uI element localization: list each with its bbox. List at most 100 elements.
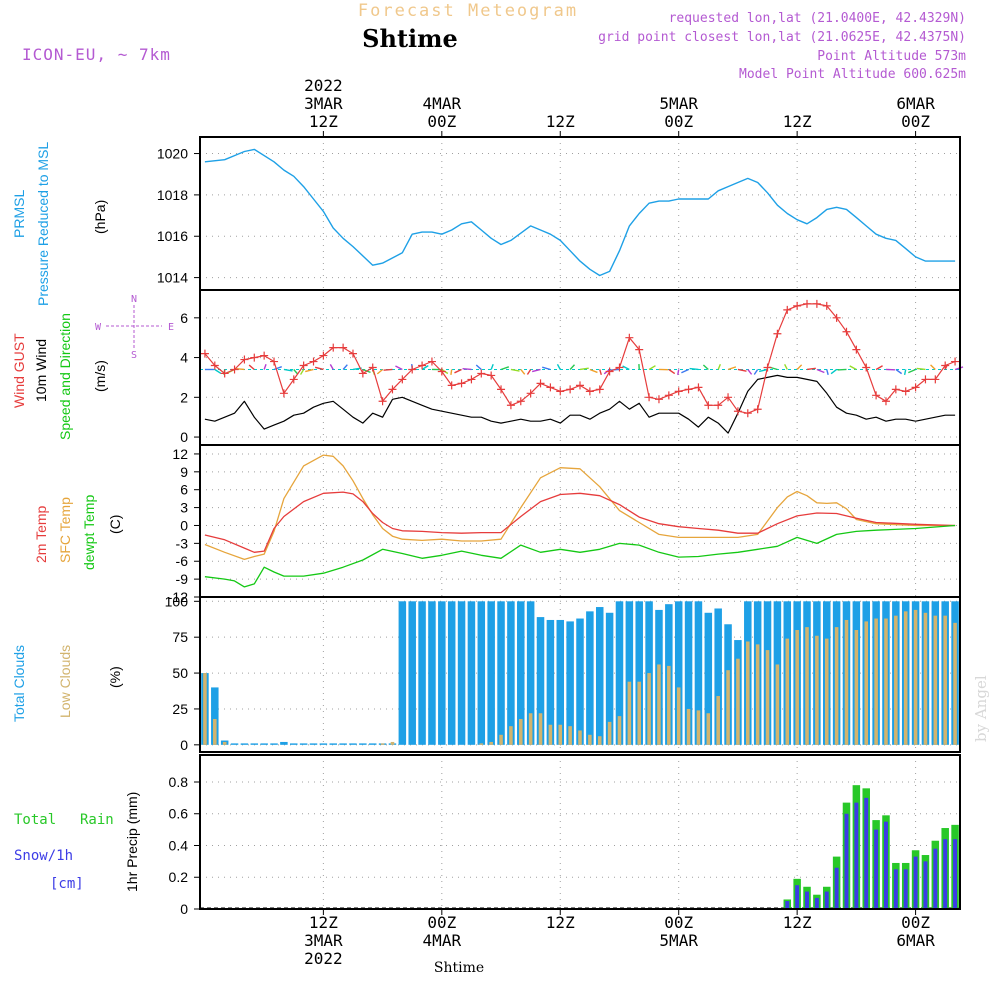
gust-marker bbox=[773, 329, 782, 338]
y-tick-label: 6 bbox=[180, 310, 188, 326]
low-cloud-bar bbox=[509, 726, 513, 745]
y-tick-label: 0 bbox=[180, 517, 188, 533]
low-cloud-bar bbox=[815, 635, 819, 745]
total-cloud-bar bbox=[546, 619, 555, 745]
wind-arrow bbox=[916, 367, 926, 371]
total-cloud-bar bbox=[566, 621, 574, 745]
gust-marker bbox=[951, 357, 960, 366]
wind-arrow bbox=[826, 369, 829, 375]
total-cloud-bar bbox=[250, 743, 259, 745]
gust-marker bbox=[467, 375, 476, 384]
total-cloud-bar bbox=[704, 612, 713, 745]
compass-w: W bbox=[95, 322, 102, 333]
top-time-label: 12Z bbox=[546, 112, 575, 131]
wind-arrow bbox=[273, 366, 282, 371]
panel-frame bbox=[199, 596, 961, 753]
total-cloud-bar bbox=[309, 743, 318, 745]
gust-marker bbox=[516, 397, 525, 406]
top-time-label: 2022 bbox=[304, 76, 343, 95]
gust-marker bbox=[566, 385, 575, 394]
y-tick-label: 0.2 bbox=[169, 869, 189, 885]
low-cloud-bar bbox=[203, 673, 207, 745]
gust-marker bbox=[418, 361, 427, 370]
gust-marker bbox=[447, 381, 456, 390]
low-cloud-bar bbox=[834, 627, 839, 745]
y-tick-label: 1016 bbox=[157, 228, 188, 244]
low-cloud-bar bbox=[864, 621, 869, 745]
snow-bar bbox=[923, 861, 928, 909]
wind-arrow bbox=[806, 367, 816, 371]
gust-marker bbox=[625, 333, 634, 342]
top-time-label: 00Z bbox=[901, 112, 930, 131]
wind-arrow bbox=[510, 368, 520, 372]
y-tick-label: 100 bbox=[165, 593, 189, 609]
wind-compass: N S W E bbox=[95, 294, 174, 361]
low-cloud-bar bbox=[874, 618, 878, 745]
wind-arrow bbox=[677, 369, 680, 375]
gust-marker bbox=[230, 365, 239, 374]
compass-s: S bbox=[131, 350, 137, 361]
wind-arrow bbox=[383, 368, 393, 371]
wind-arrow bbox=[737, 368, 747, 372]
gust-marker bbox=[536, 379, 545, 388]
temp-label-dewpt: dewpt Temp bbox=[81, 495, 97, 570]
wind-arrow bbox=[542, 366, 551, 371]
low-cloud-bar bbox=[844, 619, 849, 745]
wind-arrow bbox=[556, 364, 561, 370]
gust-marker bbox=[595, 385, 604, 394]
gust-marker bbox=[368, 363, 377, 372]
gust-marker bbox=[576, 381, 584, 390]
panel-frame bbox=[199, 754, 961, 910]
total-cloud-bar bbox=[260, 743, 268, 745]
precip-panel: 0 0.2 0.4 0.6 0.8 bbox=[169, 755, 960, 917]
y-tick-label: 0.4 bbox=[169, 837, 189, 853]
bottom-time-label: 12Z bbox=[546, 913, 575, 932]
wind-arrow bbox=[475, 364, 482, 371]
gust-marker bbox=[941, 361, 950, 370]
low-cloud-bar bbox=[923, 612, 928, 745]
y-tick-label: 6 bbox=[180, 482, 188, 498]
total-cloud-bar bbox=[270, 743, 278, 745]
low-cloud-bar bbox=[953, 622, 957, 745]
top-time-label: 00Z bbox=[664, 112, 693, 131]
temperature-panel: -12 -9 -6 -3 03 6 9 12 bbox=[168, 445, 960, 605]
wind-arrow bbox=[305, 368, 314, 373]
snow-bar bbox=[953, 839, 958, 909]
total-cloud-bar bbox=[586, 611, 594, 745]
gust-marker bbox=[743, 409, 752, 418]
gust-marker bbox=[862, 363, 871, 372]
gust-marker bbox=[398, 375, 407, 384]
y-tick-label: -3 bbox=[176, 535, 189, 551]
snow-bar bbox=[805, 891, 809, 909]
wind-arrow bbox=[895, 368, 903, 375]
wind-arrow bbox=[830, 368, 838, 375]
gust-marker bbox=[645, 393, 654, 402]
low-cloud-bar bbox=[755, 644, 760, 745]
wind-arrow bbox=[648, 365, 656, 371]
snow-bar bbox=[884, 821, 888, 909]
snow-bar bbox=[854, 802, 859, 909]
top-time-label: 12Z bbox=[309, 112, 338, 131]
total-cloud-bar bbox=[230, 743, 239, 745]
gust-marker bbox=[585, 387, 594, 396]
low-cloud-bar bbox=[627, 681, 632, 745]
total-cloud-bar bbox=[635, 601, 643, 745]
low-cloud-bar bbox=[903, 611, 908, 745]
low-cloud-bar bbox=[538, 713, 543, 745]
bottom-time-label: 00Z bbox=[427, 913, 456, 932]
snow-bar bbox=[903, 869, 908, 909]
wind-arrow bbox=[462, 367, 472, 371]
low-cloud-bar bbox=[528, 713, 533, 745]
gust-marker bbox=[506, 401, 515, 410]
gust-marker bbox=[358, 369, 367, 378]
compass-n: N bbox=[131, 294, 137, 305]
gust-marker bbox=[378, 397, 387, 406]
temp-panel-labels: 2m Temp SFC Temp dewpt Temp (C) bbox=[33, 495, 123, 570]
wind-speed-line bbox=[204, 374, 956, 434]
total-cloud-bar bbox=[398, 601, 407, 745]
total-cloud-bar bbox=[290, 743, 298, 745]
gust-marker bbox=[783, 305, 792, 314]
wind-arrow bbox=[758, 368, 768, 373]
wind-arrow bbox=[263, 363, 267, 370]
wind-label-gust: Wind GUST bbox=[11, 333, 27, 408]
